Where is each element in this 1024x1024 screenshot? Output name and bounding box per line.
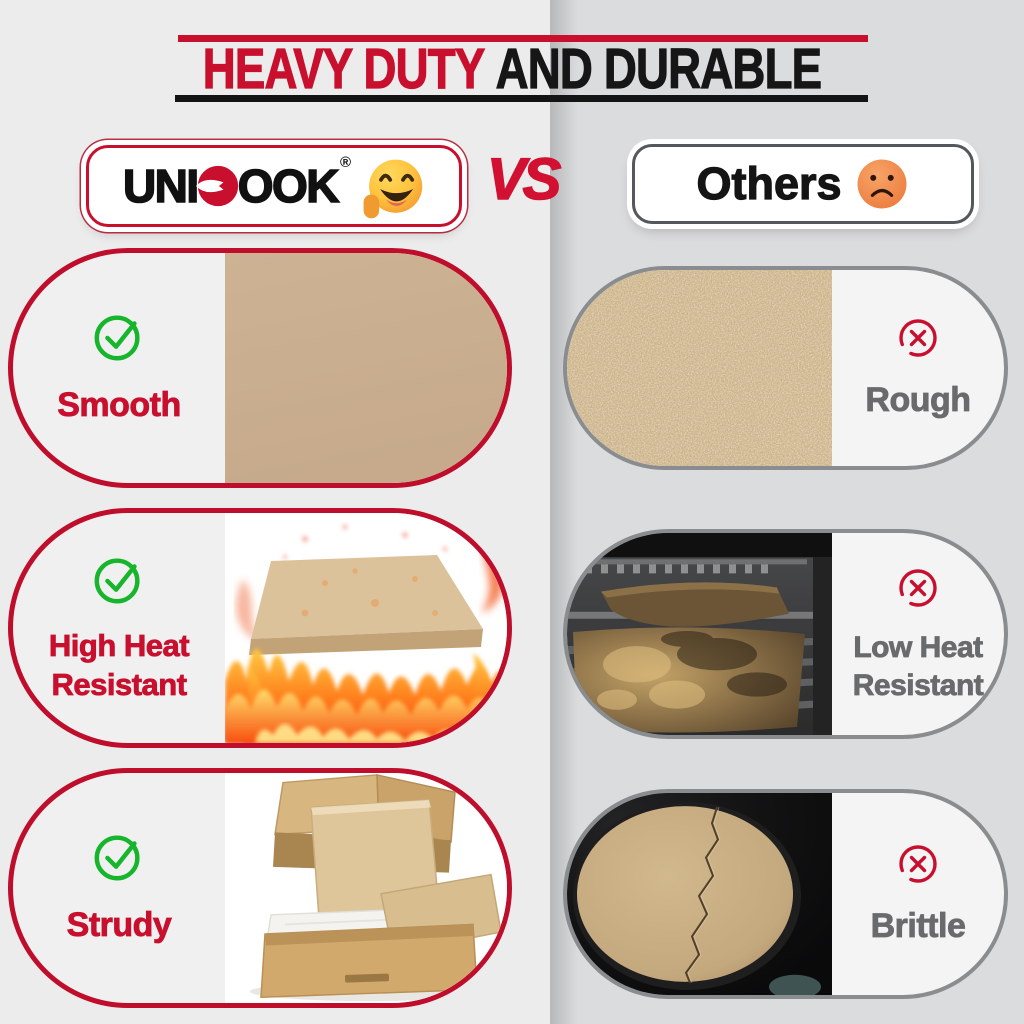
cross-circle-icon [894, 564, 942, 617]
competitor-name: Others [696, 157, 842, 209]
feature-label: Low Heat Resistant [852, 631, 984, 702]
vs-label: VS [486, 146, 562, 213]
check-circle-icon [91, 829, 147, 890]
stones-in-shipping-box-image [225, 773, 507, 1003]
header-bottom-bar [175, 95, 868, 102]
brand-logo-text-post: OOK [237, 159, 340, 213]
brand-badge: UNI OOK ® [86, 145, 462, 227]
feature-label: Rough [865, 381, 971, 420]
check-circle-icon [91, 309, 147, 370]
cross-circle-icon [894, 840, 942, 893]
rough-stone-image [567, 270, 832, 466]
competitor-pill-low-heat: Low Heat Resistant [563, 529, 1008, 739]
burnt-stone-in-grill-image [567, 533, 832, 735]
title-rest: AND DURABLE [495, 37, 822, 101]
header-top-bar [178, 35, 868, 42]
check-circle-icon [91, 552, 147, 613]
feature-label: High Heat Resistant [48, 627, 190, 702]
feature-label: Smooth [57, 386, 182, 425]
cracked-round-stone-image [567, 793, 832, 995]
unicook-c-logo-icon [195, 164, 240, 208]
smooth-stone-image [225, 253, 507, 483]
brand-logo-text-pre: UNI [122, 159, 200, 213]
laughing-face-emoji-icon [359, 156, 425, 222]
competitor-pill-rough: Rough [563, 266, 1008, 470]
page-title: HEAVY DUTY AND DURABLE [102, 40, 921, 98]
stone-in-flames-image [225, 513, 507, 743]
competitor-pill-brittle: Brittle [563, 789, 1008, 999]
competitor-badge: Others [632, 144, 974, 224]
registered-mark: ® [339, 154, 352, 171]
title-accent: HEAVY DUTY [202, 37, 485, 101]
brand-pill-high-heat: High Heat Resistant [8, 508, 512, 748]
frowning-face-emoji-icon [854, 156, 910, 212]
brand-pill-smooth: Smooth [8, 248, 512, 488]
brand-pill-sturdy: Strudy [8, 768, 512, 1008]
feature-label: Brittle [870, 907, 966, 946]
cross-circle-icon [894, 314, 942, 367]
feature-label: Strudy [66, 906, 172, 945]
